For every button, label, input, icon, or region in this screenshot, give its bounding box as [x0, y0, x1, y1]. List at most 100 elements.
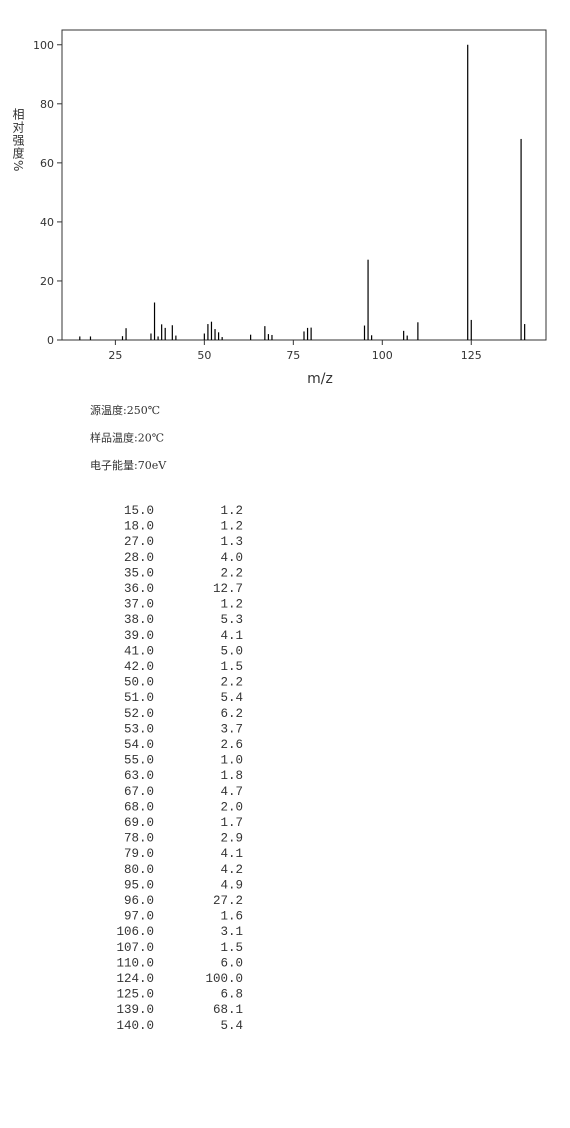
peak — [271, 334, 273, 340]
mz-cell: 41.0 — [124, 644, 154, 658]
mz-cell: 125.0 — [116, 988, 154, 1002]
intensity-cell: 2.2 — [220, 566, 243, 580]
mz-cell: 15.0 — [124, 504, 154, 518]
mz-cell: 37.0 — [124, 598, 154, 612]
peak — [267, 334, 270, 340]
intensity-cell: 3.7 — [220, 722, 243, 736]
intensity-cell: 2.6 — [220, 738, 243, 752]
y-tick-label: 20 — [40, 275, 54, 288]
x-tick-label: 50 — [197, 349, 211, 362]
peak — [153, 302, 156, 340]
peak — [303, 331, 305, 340]
mz-cell: 96.0 — [124, 894, 154, 908]
peak — [417, 322, 419, 340]
peak — [217, 332, 220, 340]
peak — [121, 336, 124, 340]
intensity-cell: 2.2 — [220, 676, 243, 690]
info-line: 样品温度:20℃ — [90, 431, 164, 445]
intensity-cell: 4.1 — [220, 847, 243, 861]
peak — [306, 327, 309, 340]
peak — [403, 330, 405, 340]
peak — [207, 324, 209, 340]
peak — [363, 325, 366, 340]
intensity-cell: 100.0 — [205, 972, 243, 986]
mz-cell: 95.0 — [124, 878, 154, 892]
intensity-cell: 3.1 — [220, 925, 243, 939]
x-tick-label: 125 — [461, 349, 482, 362]
intensity-cell: 1.5 — [220, 941, 243, 955]
peak — [214, 329, 216, 340]
peak — [520, 138, 522, 340]
mz-cell: 78.0 — [124, 832, 154, 846]
peak — [310, 327, 312, 340]
peak — [157, 336, 159, 340]
mz-cell: 38.0 — [124, 613, 154, 627]
intensity-cell: 1.2 — [220, 520, 243, 534]
mz-cell: 67.0 — [124, 785, 154, 799]
intensity-cell: 6.8 — [220, 988, 243, 1002]
intensity-cell: 4.0 — [220, 551, 243, 565]
peak — [264, 326, 266, 340]
intensity-cell: 1.2 — [220, 504, 243, 518]
y-tick-label: 40 — [40, 216, 54, 229]
intensity-cell: 4.7 — [220, 785, 243, 799]
intensity-cell: 5.0 — [220, 644, 243, 658]
mz-cell: 106.0 — [116, 925, 154, 939]
intensity-cell: 5.3 — [220, 613, 243, 627]
peak — [210, 321, 213, 340]
mz-cell: 55.0 — [124, 754, 154, 768]
mz-cell: 110.0 — [116, 956, 154, 970]
peak — [371, 335, 373, 340]
intensity-cell: 1.7 — [220, 816, 243, 830]
intensity-cell: 1.0 — [220, 754, 243, 768]
mz-cell: 50.0 — [124, 676, 154, 690]
y-axis-label: 相对强度% — [11, 108, 25, 173]
peak — [164, 327, 166, 340]
y-tick-label: 80 — [40, 98, 54, 111]
plot-frame — [61, 29, 547, 341]
intensity-cell: 1.8 — [220, 769, 243, 783]
x-tick-label: 75 — [286, 349, 300, 362]
peak — [175, 335, 177, 340]
intensity-cell: 4.2 — [220, 863, 243, 877]
info-line: 源温度:250℃ — [90, 403, 160, 417]
intensity-cell: 5.4 — [220, 691, 243, 705]
y-tick-label: 60 — [40, 157, 54, 170]
peak — [150, 333, 152, 340]
x-tick-label: 25 — [108, 349, 122, 362]
y-tick-label: 100 — [33, 39, 54, 52]
mz-cell: 36.0 — [124, 582, 154, 596]
intensity-cell: 27.2 — [213, 894, 243, 908]
mz-cell: 42.0 — [124, 660, 154, 674]
intensity-cell: 12.7 — [213, 582, 243, 596]
peak — [221, 337, 223, 340]
mz-cell: 52.0 — [124, 707, 154, 721]
mz-cell: 18.0 — [124, 520, 154, 534]
mz-cell: 35.0 — [124, 566, 154, 580]
peak — [524, 324, 526, 340]
intensity-cell: 4.1 — [220, 629, 243, 643]
intensity-cell: 1.5 — [220, 660, 243, 674]
mz-cell: 140.0 — [116, 1019, 154, 1033]
intensity-cell: 1.2 — [220, 598, 243, 612]
peak — [406, 335, 408, 340]
peak — [161, 324, 163, 340]
intensity-cell: 6.0 — [220, 956, 243, 970]
intensity-cell: 1.6 — [220, 910, 243, 924]
intensity-cell: 6.2 — [220, 707, 243, 721]
intensity-cell: 1.3 — [220, 535, 243, 549]
y-tick-label: 0 — [47, 334, 54, 347]
x-tick-label: 100 — [372, 349, 393, 362]
peak — [367, 259, 369, 340]
intensity-cell: 2.0 — [220, 800, 243, 814]
peak — [125, 328, 127, 340]
x-axis-label: m/z — [307, 371, 333, 387]
peak — [250, 334, 252, 340]
peak — [467, 44, 469, 341]
mz-cell: 51.0 — [124, 691, 154, 705]
mz-cell: 97.0 — [124, 910, 154, 924]
mz-cell: 79.0 — [124, 847, 154, 861]
peak — [171, 325, 173, 340]
info-line: 电子能量:70eV — [90, 458, 167, 472]
mz-cell: 53.0 — [124, 722, 154, 736]
